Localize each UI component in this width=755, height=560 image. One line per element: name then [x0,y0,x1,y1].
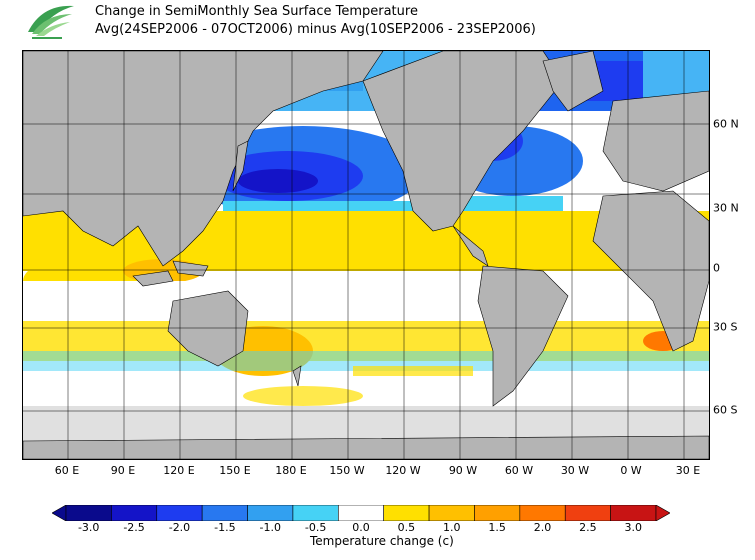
colorbar-label: 2.0 [533,521,552,534]
colorbar-label: 2.5 [579,521,597,534]
lat-label: 60 N [713,117,739,131]
colorbar-swatch [519,505,566,521]
colorbar-label: -2.0 [168,521,191,534]
colorbar-swatch [474,505,521,521]
colorbar-label: -1.0 [259,521,281,534]
colorbar-swatch [292,505,339,521]
colorbar-label: -1.5 [214,521,236,534]
colorbar-label: -2.5 [123,521,145,534]
lon-label: 60 W [504,464,534,477]
lon-label: 150 W [329,464,365,477]
lat-label: 30 N [713,201,739,215]
colorbar-swatch [111,505,158,521]
colorbar-label: -0.5 [304,521,327,534]
colorbar-arrow-high [655,505,670,521]
colorbar-arrow-low [52,505,67,521]
lon-label: 90 E [110,464,136,477]
colorbar-swatch [156,505,203,521]
colorbar-swatch [65,505,112,521]
lon-label: 30 W [560,464,590,477]
lon-label: 120 W [385,464,421,477]
lon-label: 90 W [448,464,478,477]
lon-label: 60 E [54,464,80,477]
colorbar-swatch [201,505,248,521]
colorbar-swatch [428,505,475,521]
colorbar-label: -3.0 [77,521,100,534]
colorbar [52,505,670,521]
colorbar-swatch [610,505,657,521]
lon-label: 180 E [275,464,307,477]
sst-change-map [22,50,710,460]
colorbar-label: 1.5 [488,521,506,534]
lat-label: 0 [713,261,720,275]
lon-label: 30 E [675,464,701,477]
colorbar-swatch [383,505,430,521]
lon-label: 120 E [163,464,195,477]
lon-label: 0 W [620,464,642,477]
lat-label: 30 S [713,320,738,334]
colorbar-label: 0.5 [397,521,416,534]
chart-subtitle: Avg(24SEP2006 - 07OCT2006) minus Avg(10S… [95,22,536,37]
colorbar-label: 0.0 [352,521,370,534]
lon-label: 150 E [219,464,251,477]
colorbar-title: Temperature change (c) [310,534,454,548]
logo-icon [28,5,74,39]
colorbar-swatch [247,505,294,521]
colorbar-label: 1.0 [443,521,461,534]
chart-title: Change in SemiMonthly Sea Surface Temper… [95,4,418,19]
map-canvas [23,51,709,459]
colorbar-swatch [564,505,611,521]
colorbar-label: 3.0 [624,521,643,534]
colorbar-swatch [338,505,384,521]
lat-label: 60 S [713,403,738,417]
